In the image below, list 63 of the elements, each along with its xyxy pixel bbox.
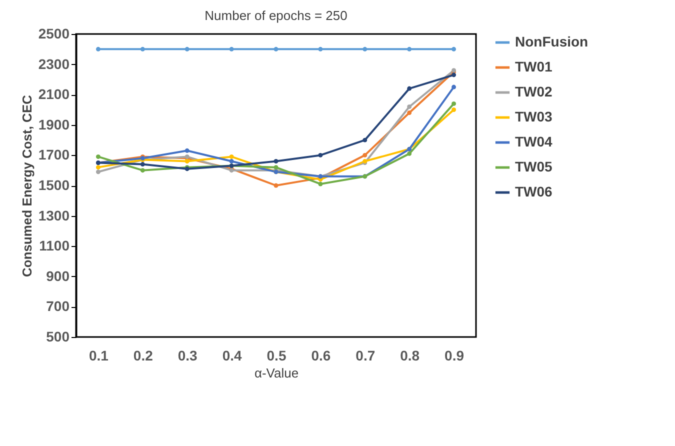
y-tick-label: 900 — [46, 268, 70, 284]
chart-title: Number of epochs = 250 — [204, 8, 348, 23]
point — [140, 162, 145, 167]
point — [452, 72, 456, 78]
legend-label: TW02 — [515, 84, 553, 100]
x-tick-label: 0.2 — [133, 348, 154, 364]
point — [274, 183, 278, 188]
legend-label: TW01 — [515, 58, 553, 74]
point — [96, 165, 100, 170]
point — [96, 154, 100, 159]
x-tick-label: 0.8 — [400, 348, 420, 364]
point — [229, 154, 234, 159]
point — [407, 110, 412, 116]
x-tick-label: 0.3 — [178, 348, 198, 364]
point — [229, 46, 234, 52]
point — [184, 159, 190, 164]
x-tick-label: 0.7 — [356, 348, 376, 364]
point — [274, 46, 278, 52]
y-tick-label: 1100 — [39, 238, 70, 254]
point — [318, 182, 323, 186]
y-axis-title: Consumed Energy Cost, CEC — [19, 94, 34, 278]
y-tick-label: 2100 — [38, 86, 70, 102]
y-tick-label: 700 — [46, 298, 70, 314]
point — [140, 46, 145, 52]
point — [140, 168, 145, 173]
y-tick-label: 1900 — [38, 116, 70, 132]
y-tick-label: 1300 — [38, 207, 70, 224]
point — [362, 152, 368, 158]
legend-label: TW06 — [515, 184, 553, 200]
legend-label: TW03 — [515, 108, 553, 124]
x-tick-label: 0.5 — [266, 348, 286, 364]
point — [274, 159, 278, 164]
x-axis-title: α-Value — [254, 366, 299, 380]
x-tick-label: 0.9 — [444, 348, 464, 364]
y-tick-label: 2300 — [38, 56, 70, 72]
point — [407, 104, 412, 109]
legend-label: TW04 — [515, 134, 553, 150]
point — [407, 46, 412, 52]
y-tick-label: 1500 — [38, 177, 70, 193]
x-tick-label: 0.6 — [311, 348, 331, 364]
point — [96, 170, 100, 174]
y-tick-label: 500 — [46, 328, 70, 344]
point — [96, 46, 100, 52]
point — [318, 152, 323, 158]
point — [184, 46, 190, 52]
point — [452, 46, 456, 52]
legend-label: NonFusion — [515, 34, 588, 50]
point — [362, 46, 368, 52]
point — [184, 148, 190, 153]
point — [407, 86, 412, 91]
point — [452, 101, 456, 106]
x-tick-label: 0.1 — [88, 348, 109, 364]
x-tick-label: 0.4 — [222, 348, 242, 364]
point — [318, 46, 323, 52]
point — [274, 165, 278, 170]
y-tick-label: 1700 — [38, 146, 70, 163]
legend-label: TW05 — [515, 158, 553, 174]
y-tick-label: 2500 — [38, 26, 70, 42]
point — [452, 108, 456, 112]
point — [452, 84, 456, 90]
point — [407, 151, 412, 156]
point — [229, 159, 234, 164]
point — [362, 138, 368, 142]
